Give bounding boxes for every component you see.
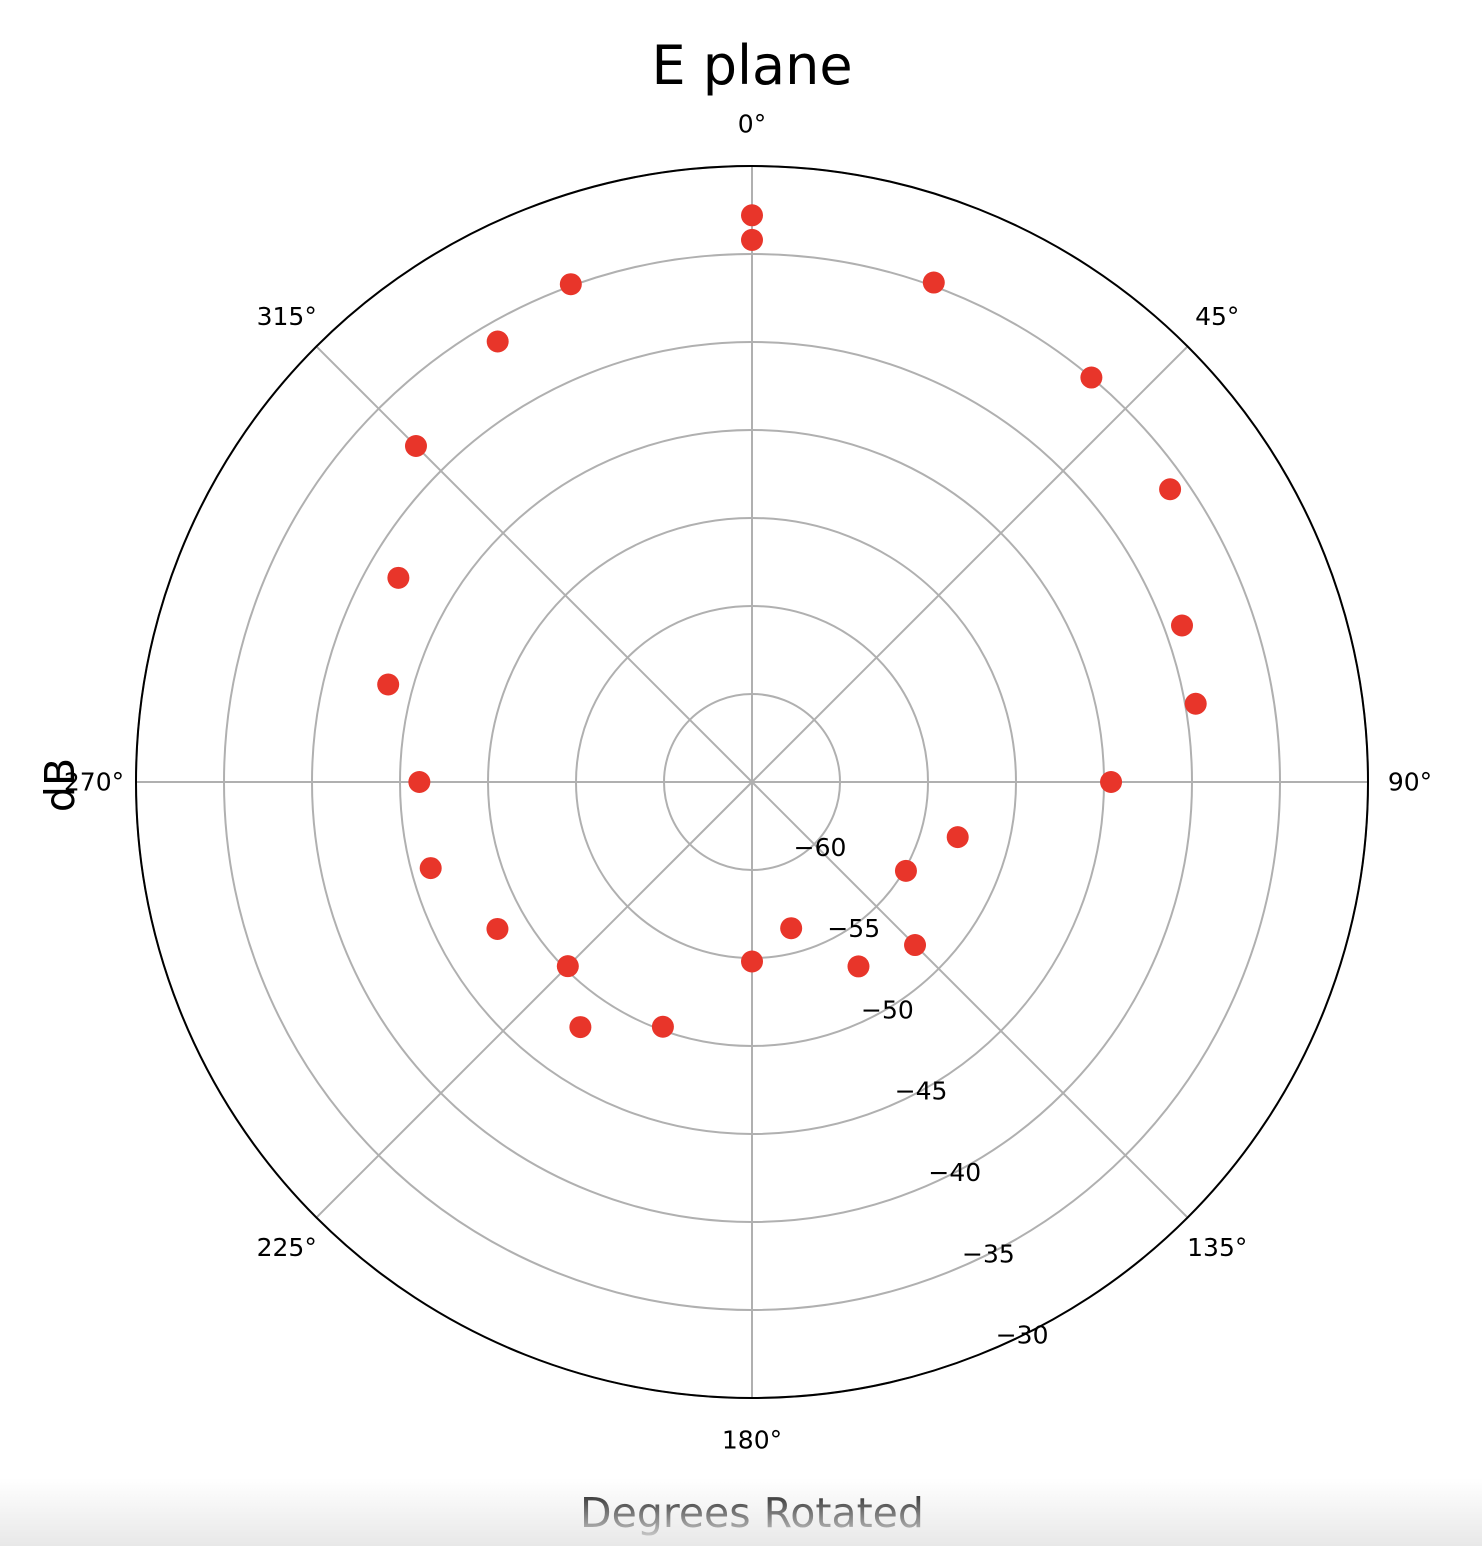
data-point	[1184, 692, 1207, 715]
theta-tick-labels: 0° 45° 90° 135° 180° 225° 270° 315°	[64, 110, 1432, 1455]
data-point	[1080, 366, 1103, 389]
data-point	[419, 857, 442, 880]
theta-grid-line	[315, 345, 753, 783]
data-point	[556, 955, 579, 978]
data-point	[1100, 771, 1123, 793]
data-point	[1171, 614, 1194, 637]
r-tick-label: −30	[996, 1321, 1049, 1350]
data-point	[651, 1015, 674, 1038]
data-point	[847, 955, 870, 978]
theta-grid-line	[751, 781, 1189, 1219]
theta-grid-line	[751, 345, 1189, 783]
data-point	[569, 1016, 592, 1039]
data-point	[408, 771, 431, 793]
data-point	[741, 204, 763, 227]
r-tick-labels: −60 −55 −50 −45 −40 −35 −30	[794, 833, 1049, 1350]
theta-tick-label: 270°	[64, 768, 124, 797]
theta-tick-label: 225°	[257, 1233, 317, 1262]
data-point	[780, 917, 803, 940]
data-point	[904, 934, 927, 957]
theta-tick-label: 0°	[738, 110, 766, 139]
theta-grid-line	[315, 781, 753, 1219]
r-tick-label: −35	[962, 1239, 1015, 1268]
data-point	[922, 271, 945, 294]
r-tick-label: −50	[861, 995, 914, 1024]
y-axis-label: dB	[36, 758, 84, 812]
theta-tick-label: 135°	[1187, 1233, 1247, 1262]
data-point	[1159, 478, 1182, 501]
data-point	[377, 673, 400, 696]
grid	[135, 165, 1369, 1399]
r-tick-label: −45	[895, 1077, 948, 1106]
r-tick-label: −60	[794, 833, 847, 862]
theta-tick-label: 90°	[1388, 768, 1432, 797]
data-point	[387, 566, 410, 589]
data-point	[559, 273, 582, 296]
data-point	[486, 330, 509, 353]
r-tick-label: −55	[827, 914, 880, 943]
data-point	[404, 434, 427, 457]
polar-frame	[135, 165, 1369, 1399]
data-point	[946, 826, 969, 849]
theta-tick-label: 180°	[722, 1426, 782, 1455]
data-point	[486, 917, 509, 940]
data-points	[377, 204, 1207, 1039]
r-tick-label: −40	[928, 1158, 981, 1187]
x-axis-label: Degrees Rotated	[580, 1489, 924, 1537]
data-point	[741, 228, 763, 251]
data-point	[894, 859, 917, 882]
theta-tick-label: 315°	[257, 302, 317, 331]
theta-tick-label: 45°	[1195, 302, 1239, 331]
chart-title: E plane	[651, 34, 852, 97]
data-point	[741, 950, 763, 973]
